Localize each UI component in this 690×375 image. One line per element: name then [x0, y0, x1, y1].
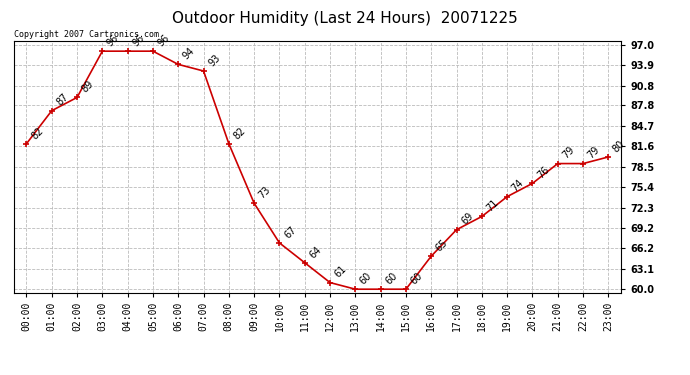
Text: 82: 82 [29, 125, 45, 141]
Text: 76: 76 [535, 165, 551, 181]
Text: 60: 60 [408, 271, 424, 286]
Text: 61: 61 [333, 264, 348, 280]
Text: 71: 71 [484, 198, 500, 214]
Text: 79: 79 [560, 145, 576, 161]
Text: 87: 87 [55, 92, 70, 108]
Text: 79: 79 [586, 145, 602, 161]
Text: 96: 96 [130, 33, 146, 48]
Text: 96: 96 [156, 33, 171, 48]
Text: 94: 94 [181, 46, 197, 62]
Text: Copyright 2007 Cartronics.com: Copyright 2007 Cartronics.com [14, 30, 159, 39]
Text: 74: 74 [510, 178, 526, 194]
Text: 93: 93 [206, 53, 222, 68]
Text: 73: 73 [257, 184, 273, 201]
Text: 89: 89 [80, 79, 95, 94]
Text: 64: 64 [308, 244, 323, 260]
Text: Outdoor Humidity (Last 24 Hours)  20071225: Outdoor Humidity (Last 24 Hours) 2007122… [172, 11, 518, 26]
Text: 65: 65 [434, 237, 450, 254]
Text: 82: 82 [232, 125, 248, 141]
Text: 60: 60 [358, 271, 374, 286]
Text: 60: 60 [384, 271, 399, 286]
Text: 80: 80 [611, 138, 627, 154]
Text: 67: 67 [282, 224, 298, 240]
Text: 69: 69 [460, 211, 475, 227]
Text: 96: 96 [105, 33, 121, 48]
